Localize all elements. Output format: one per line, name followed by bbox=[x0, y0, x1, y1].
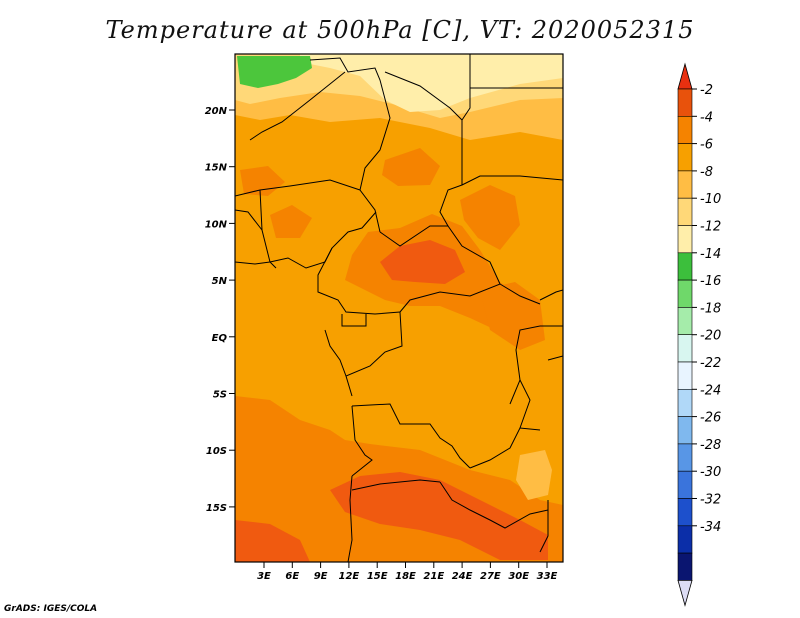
colorbar-label: -4 bbox=[700, 110, 713, 125]
colorbar-bottom-arrow bbox=[677, 580, 693, 607]
colorbar-swatch bbox=[677, 88, 693, 117]
colorbar-swatch bbox=[677, 498, 693, 527]
lon-tick-label: 27E bbox=[480, 571, 501, 582]
colorbar-label: -14 bbox=[700, 247, 721, 262]
colorbar-label: -26 bbox=[700, 411, 721, 426]
temp-band-4-chad bbox=[460, 185, 520, 250]
lon-tick-label: 9E bbox=[314, 571, 328, 582]
colorbar-swatch bbox=[677, 552, 693, 581]
temp-band-6-east bbox=[516, 450, 552, 500]
colorbar-swatch bbox=[677, 361, 693, 390]
lon-tick-label: 12E bbox=[339, 571, 360, 582]
lat-tick-label: 10N bbox=[205, 219, 228, 230]
chart-title: Temperature at 500hPa [C], VT: 202005231… bbox=[105, 16, 695, 44]
colorbar-label: -2 bbox=[700, 83, 713, 98]
colorbar-label: -30 bbox=[700, 465, 721, 480]
colorbar-swatch bbox=[677, 334, 693, 363]
colorbar-label: -34 bbox=[700, 520, 721, 535]
lon-tick-label: 15E bbox=[367, 571, 388, 582]
lon-tick-label: 30E bbox=[508, 571, 529, 582]
temp-band-10 bbox=[300, 54, 563, 112]
colorbar-label: -10 bbox=[700, 192, 721, 207]
temperature-field bbox=[235, 54, 563, 562]
lat-tick-label: 20N bbox=[205, 106, 228, 117]
temp-band-4-nigeria bbox=[270, 205, 312, 238]
colorbar: -2 -4 -6 -8 -10 -12 -14 -16 -18 -20 -22 -24 -26 -28 -3… bbox=[677, 62, 721, 607]
colorbar-label: -24 bbox=[700, 383, 721, 398]
longitude-axis: 3E 6E 9E 12E 15E 18E 21E 24E 27E 30E 33E bbox=[257, 562, 558, 582]
colorbar-label: -32 bbox=[700, 493, 721, 508]
lat-tick-label: 15S bbox=[206, 503, 227, 514]
colorbar-swatch bbox=[677, 197, 693, 226]
colorbar-swatch bbox=[677, 252, 693, 281]
temp-band-4-niger bbox=[382, 148, 440, 186]
colorbar-swatch bbox=[677, 388, 693, 417]
colorbar-label: -8 bbox=[700, 165, 713, 180]
colorbar-top-arrow bbox=[677, 62, 693, 90]
colorbar-label: -18 bbox=[700, 301, 721, 316]
temp-band-12 bbox=[237, 56, 312, 88]
lat-tick-label: 15N bbox=[205, 163, 228, 174]
map-frame bbox=[234, 53, 564, 563]
colorbar-swatch bbox=[677, 307, 693, 335]
colorbar-label: -20 bbox=[700, 329, 721, 344]
colorbar-label: -22 bbox=[700, 356, 721, 371]
lat-tick-label: 10S bbox=[206, 446, 227, 457]
lon-tick-label: 33E bbox=[537, 571, 558, 582]
temp-band-2-central bbox=[380, 240, 465, 284]
colorbar-label: -28 bbox=[700, 438, 721, 453]
colorbar-swatch bbox=[677, 116, 693, 144]
colorbar-label: -6 bbox=[700, 138, 713, 153]
colorbar-swatch bbox=[677, 416, 693, 445]
colorbar-swatch bbox=[677, 525, 693, 554]
colorbar-label: -16 bbox=[700, 274, 721, 289]
lon-tick-label: 21E bbox=[423, 571, 444, 582]
grads-credit: GrADS: IGES/COLA bbox=[4, 604, 98, 614]
lon-tick-label: 6E bbox=[285, 571, 299, 582]
colorbar-label: -12 bbox=[700, 220, 721, 235]
lon-tick-label: 3E bbox=[257, 571, 271, 582]
lat-tick-label: 5N bbox=[212, 276, 228, 287]
country-borders bbox=[235, 54, 563, 562]
colorbar-swatch bbox=[677, 225, 693, 254]
colorbar-swatch bbox=[677, 279, 693, 308]
lon-tick-label: 24E bbox=[452, 571, 473, 582]
latitude-axis: 20N 15N 10N 5N EQ 5S 10S 15S bbox=[205, 106, 235, 514]
colorbar-swatch bbox=[677, 143, 693, 172]
temp-band-2-coast bbox=[235, 520, 310, 562]
colorbar-swatch bbox=[677, 170, 693, 199]
lat-tick-label: EQ bbox=[212, 333, 228, 344]
lat-tick-label: 5S bbox=[213, 390, 227, 401]
lon-tick-label: 18E bbox=[395, 571, 416, 582]
colorbar-swatch bbox=[677, 470, 693, 499]
temp-band-2-south bbox=[330, 472, 548, 560]
colorbar-swatch bbox=[677, 443, 693, 472]
